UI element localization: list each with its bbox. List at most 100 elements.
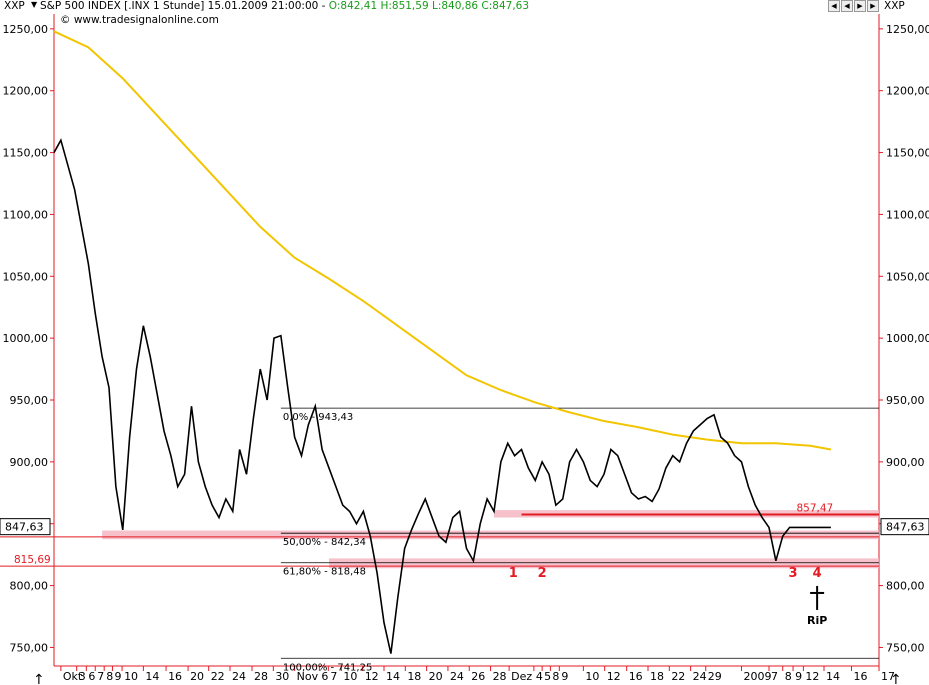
x-tick-label: 29	[708, 670, 722, 683]
y-tick-label-right: 800,00	[886, 580, 925, 593]
zone-839	[102, 530, 879, 540]
x-tick-label: 6	[321, 670, 328, 683]
x-tick-label: 16	[629, 670, 643, 683]
y-tick-label-left: 1200,00	[3, 85, 49, 98]
x-tick-label: 9	[114, 670, 121, 683]
x-tick-label: Dez	[511, 670, 532, 683]
x-tick-label: 5	[544, 670, 551, 683]
last-price-box-left	[0, 518, 51, 536]
x-tick-label: 12	[607, 670, 621, 683]
x-tick-label: 9	[561, 670, 568, 683]
fib-label: 0,0% - 943,43	[283, 412, 353, 423]
x-tick-label: 22	[671, 670, 685, 683]
x-tick-label: 17	[881, 670, 895, 683]
x-tick-label: 9	[795, 670, 802, 683]
annotation-number: 1	[509, 566, 518, 581]
y-tick-label-left: 1050,00	[3, 270, 49, 283]
y-tick-label-left: 950,00	[10, 394, 49, 407]
y-tick-label-left: 900,00	[10, 456, 49, 469]
scroll-up-arrow-icon: ↑	[890, 672, 902, 685]
x-tick-label: 7	[771, 670, 778, 683]
x-tick-label: 16	[854, 670, 868, 683]
symbol-right: XXP	[884, 0, 905, 12]
annotation-number: 3	[789, 566, 798, 581]
y-tick-label-right: 1200,00	[886, 85, 929, 98]
last-price-label-left: 847,63	[5, 521, 44, 534]
x-tick-label: 24	[232, 670, 246, 683]
ohlc-text: O:842,41 H:851,59 L:840,86 C:847,63	[328, 0, 530, 12]
x-tick-label: 24	[693, 670, 707, 683]
fib-label: 100,00% - 741,25	[283, 662, 372, 673]
x-tick-label: 12	[365, 670, 379, 683]
x-tick-label: 28	[493, 670, 507, 683]
nav-buttons: ◀ ◀ ▶ ▶	[828, 0, 879, 12]
moving-average-line	[53, 30, 832, 451]
x-tick-label: 10	[585, 670, 599, 683]
x-tick-label: 14	[386, 670, 400, 683]
fib-label: 61,80% - 818,48	[283, 567, 366, 578]
y-tick-label-right: 750,00	[886, 641, 925, 654]
y-tick-label-right: 1050,00	[886, 270, 929, 283]
chart-header: XXP ▼ S&P 500 INDEX [.INX 1 Stunde] 15.0…	[0, 0, 929, 14]
x-tick-label: 20	[429, 670, 443, 683]
next-icon[interactable]: ▶	[854, 0, 866, 12]
x-tick-label: 7	[97, 670, 104, 683]
x-tick-label: Okt	[63, 670, 83, 683]
y-tick-label-left: 1000,00	[3, 332, 49, 345]
scroll-up-arrow-icon: ↑	[33, 672, 45, 685]
x-tick-label: 18	[650, 670, 664, 683]
symbol-left[interactable]: XXP	[4, 0, 25, 12]
x-tick-label: 16	[168, 670, 182, 683]
annotation-number: 4	[813, 566, 822, 581]
x-tick-label: 18	[407, 670, 421, 683]
annotation-number: 2	[538, 566, 547, 581]
x-tick-label: 2009	[744, 670, 772, 683]
x-tick-label: 22	[211, 670, 225, 683]
last-icon[interactable]: ▶	[867, 0, 879, 12]
x-tick-label: 6	[88, 670, 95, 683]
x-tick-label: 30	[275, 670, 289, 683]
x-tick-label: 8	[552, 670, 559, 683]
dropdown-icon[interactable]: ▼	[31, 0, 38, 9]
x-tick-label: 28	[254, 670, 268, 683]
y-tick-label-left: 1250,00	[3, 23, 49, 36]
chart-title-text: S&P 500 INDEX [.INX 1 Stunde] 15.01.2009…	[40, 0, 529, 12]
x-tick-label: 14	[826, 670, 840, 683]
y-tick-label-right: 1100,00	[886, 208, 929, 221]
support-label: 815,69	[14, 554, 51, 566]
prev-icon[interactable]: ◀	[841, 0, 853, 12]
x-tick-label: 3	[79, 670, 86, 683]
x-tick-label: 4	[536, 670, 543, 683]
last-price-box-right	[880, 518, 929, 536]
x-tick-label: 7	[330, 670, 337, 683]
x-tick-label: 10	[124, 670, 138, 683]
y-tick-label-right: 1000,00	[886, 332, 929, 345]
x-tick-label: 8	[785, 670, 792, 683]
y-tick-label-right: 1250,00	[886, 23, 929, 36]
support-label: 857,47	[797, 502, 834, 514]
rip-label: RiP	[807, 614, 827, 627]
x-tick-label: Nov	[297, 670, 319, 683]
chart-title: S&P 500 INDEX [.INX 1 Stunde] 15.01.2009…	[40, 0, 329, 12]
copyright: © www.tradesignalonline.com	[60, 14, 219, 26]
x-tick-label: 14	[145, 670, 159, 683]
x-tick-label: 26	[471, 670, 485, 683]
y-tick-label-left: 800,00	[10, 580, 49, 593]
y-tick-label-left: 750,00	[10, 641, 49, 654]
y-tick-label-left: 1100,00	[3, 208, 49, 221]
y-tick-label-right: 1150,00	[886, 147, 929, 160]
x-tick-label: 8	[106, 670, 113, 683]
x-tick-label: 20	[190, 670, 204, 683]
y-tick-label-left: 1150,00	[3, 147, 49, 160]
first-icon[interactable]: ◀	[828, 0, 840, 12]
x-tick-label: 24	[450, 670, 464, 683]
price-line	[53, 138, 831, 654]
zone-816	[329, 558, 879, 569]
fib-label: 50,00% - 842,34	[283, 537, 366, 548]
y-tick-label-right: 950,00	[886, 394, 925, 407]
x-tick-label: 12	[805, 670, 819, 683]
y-tick-label-right: 900,00	[886, 456, 925, 469]
last-price-label-right: 847,63	[886, 521, 925, 534]
x-tick-label: 10	[343, 670, 357, 683]
